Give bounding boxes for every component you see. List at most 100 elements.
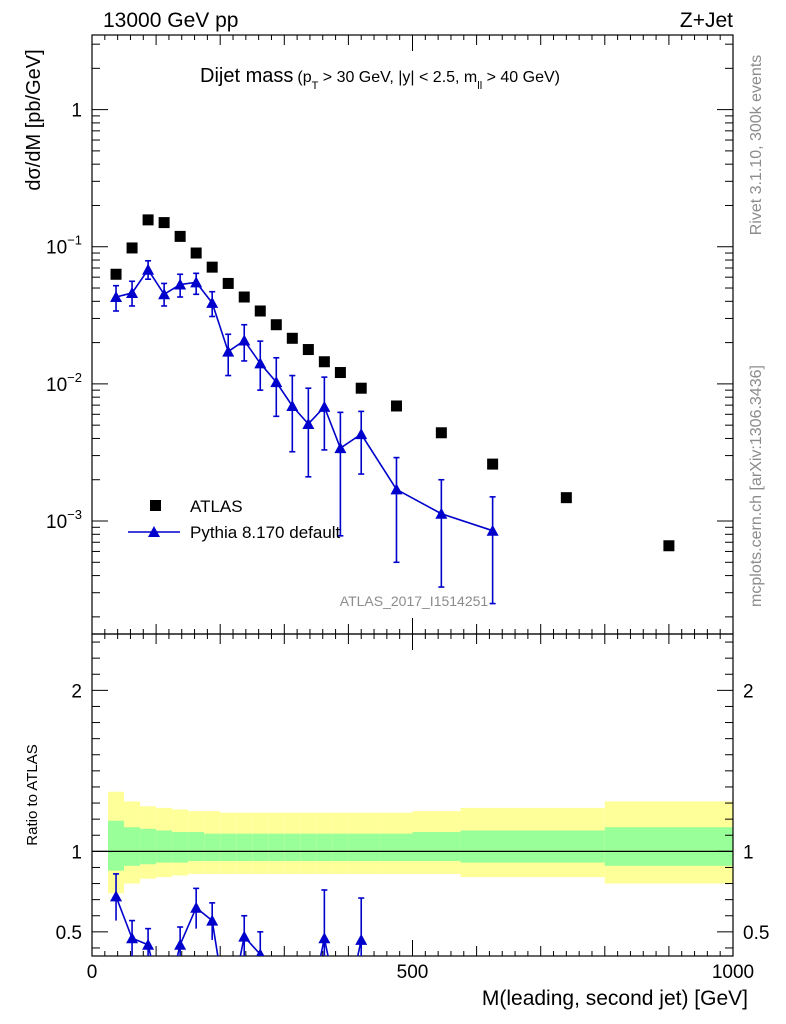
ratio-y-tick-label-right: 0.5 xyxy=(743,923,769,944)
ratio-y-tick-label-right: 2 xyxy=(743,681,754,702)
mc-marker xyxy=(126,286,139,298)
ratio-band-inner xyxy=(252,833,269,862)
mc-marker xyxy=(238,334,251,346)
mc-marker xyxy=(318,400,331,412)
title-main: Dijet mass xyxy=(200,65,293,87)
ratio-band-inner xyxy=(172,832,189,863)
legend-atlas-label: ATLAS xyxy=(190,497,243,516)
atlas-marker xyxy=(663,540,675,552)
title-sub-ll: ll xyxy=(477,80,482,92)
ratio-marker xyxy=(110,890,123,902)
ratio-band-inner xyxy=(204,833,221,862)
mc-marker xyxy=(435,507,448,519)
title-p: (p xyxy=(297,69,311,86)
atlas-marker xyxy=(390,400,402,412)
ratio-marker xyxy=(174,938,187,950)
ratio-band-inner xyxy=(332,833,349,862)
ratio-marker xyxy=(355,933,368,945)
mc-marker xyxy=(206,296,219,308)
ratio-band-inner xyxy=(348,833,381,862)
mc-marker xyxy=(355,428,368,440)
ratio-band-inner xyxy=(300,833,317,862)
ratio-band-inner xyxy=(460,830,605,863)
ratio-line-seg xyxy=(319,938,326,956)
mc-series xyxy=(110,259,499,605)
title-mid: > 30 GeV, |y| < 2.5, m xyxy=(318,69,477,86)
ratio-ylabel: Ratio to ATLAS xyxy=(24,744,41,845)
ratio-line-seg xyxy=(211,920,219,956)
chart-title: Dijet mass (pT > 30 GeV, |y| < 2.5, mll >… xyxy=(200,65,560,92)
main-y-tick-label: 10−1 xyxy=(46,233,82,259)
ratio-y-tick-label: 1 xyxy=(71,842,82,863)
ratio-marker xyxy=(256,948,265,956)
side-label-bottom: mcplots.cern.ch [arXiv:1306.3436] xyxy=(748,365,765,607)
mc-marker xyxy=(190,276,203,288)
x-tick-label: 500 xyxy=(397,962,429,983)
mc-marker xyxy=(390,483,403,495)
ratio-line-seg xyxy=(176,944,181,956)
mc-marker xyxy=(334,442,347,454)
atlas-marker xyxy=(302,344,314,356)
main-y-tick-label: 1 xyxy=(71,101,82,122)
ratio-mc-series xyxy=(110,873,368,956)
ratio-line-seg xyxy=(179,907,197,946)
legend-atlas-marker xyxy=(150,500,161,511)
mc-marker xyxy=(270,376,283,388)
mc-marker xyxy=(254,357,267,369)
ratio-line-seg xyxy=(239,936,246,956)
atlas-marker xyxy=(286,332,298,344)
ratio-frame xyxy=(91,633,734,957)
atlas-marker xyxy=(174,230,186,242)
atlas-marker xyxy=(270,319,282,331)
atlas-marker xyxy=(487,458,499,470)
ratio-y-tick-label-right: 1 xyxy=(743,842,754,863)
ratio-band-inner xyxy=(236,833,253,862)
atlas-marker xyxy=(560,492,572,504)
mc-marker xyxy=(222,345,235,357)
ratio-marker xyxy=(190,901,203,913)
side-label-top: Rivet 3.1.10, 300k events xyxy=(748,55,765,236)
mc-marker xyxy=(486,524,499,536)
x-tick-label: 1000 xyxy=(712,962,754,983)
atlas-marker xyxy=(222,277,234,289)
atlas-marker xyxy=(206,261,218,273)
header-right: Z+Jet xyxy=(680,9,733,32)
atlas-marker xyxy=(190,247,202,259)
ratio-y-tick-label: 0.5 xyxy=(56,923,82,944)
title-sub-t: T xyxy=(312,80,319,92)
ratio-band-inner xyxy=(140,828,157,865)
atlas-marker xyxy=(126,242,138,254)
ratio-y-tick-label: 2 xyxy=(71,681,82,702)
mc-marker xyxy=(286,399,299,411)
atlas-marker xyxy=(355,382,367,394)
main-y-tick-label: 10−3 xyxy=(46,507,82,533)
watermark: ATLAS_2017_I1514251 xyxy=(340,593,489,609)
mc-marker xyxy=(302,417,315,429)
ratio-line-seg xyxy=(115,896,133,939)
atlas-marker xyxy=(142,214,154,226)
ratio-band-inner xyxy=(124,827,141,866)
mc-marker xyxy=(174,278,187,290)
ratio-band-inner xyxy=(604,827,733,866)
mc-marker xyxy=(158,288,171,300)
header-left: 13000 GeV pp xyxy=(103,9,238,32)
ratio-marker xyxy=(142,938,155,950)
atlas-marker xyxy=(334,367,346,379)
atlas-marker xyxy=(254,305,266,317)
main-ylabel: dσ/dM [pb/GeV] xyxy=(23,49,45,190)
legend-mc-label: Pythia 8.170 default xyxy=(190,523,341,542)
ratio-band-inner xyxy=(156,830,173,863)
ratio-band-inner xyxy=(380,833,413,862)
ratio-marker xyxy=(318,932,331,944)
x-axis-label: M(leading, second jet) [GeV] xyxy=(482,987,748,1010)
ratio-band-inner xyxy=(108,820,125,871)
ratio-band-inner xyxy=(220,833,237,862)
ratio-band-inner xyxy=(412,832,461,862)
ratio-marker xyxy=(126,932,139,944)
atlas-marker xyxy=(158,217,170,229)
mc-marker xyxy=(110,291,123,303)
main-y-tick-label: 10−2 xyxy=(46,370,82,396)
atlas-marker xyxy=(110,268,122,280)
ratio-band-inner xyxy=(316,833,333,862)
